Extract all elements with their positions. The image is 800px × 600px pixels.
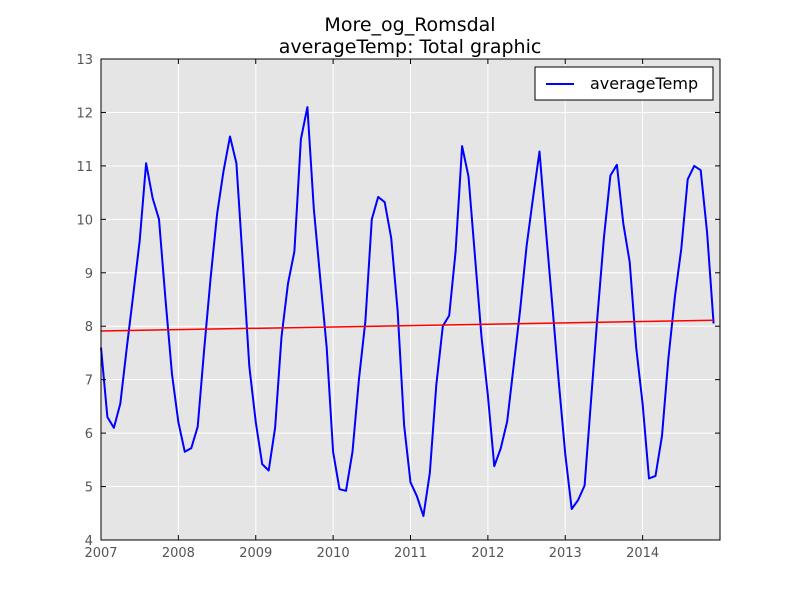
- y-ticks: 4 5 6 7 8 9 10 11 12 13: [76, 53, 93, 549]
- x-tick-label: 2011: [394, 546, 427, 561]
- y-tick-label: 6: [85, 427, 93, 442]
- axes: [100, 58, 721, 541]
- chart-subtitle: averageTemp: Total graphic: [279, 36, 542, 58]
- trend-line: [100, 319, 714, 332]
- y-tick-label: 8: [85, 320, 93, 335]
- legend-label-averagetemp: averageTemp: [590, 74, 698, 93]
- chart-title: More_og_Romsdal: [324, 14, 495, 36]
- x-tick-label: 2007: [84, 546, 117, 561]
- legend: averageTemp: [534, 66, 714, 101]
- y-tick-label: 12: [76, 106, 93, 121]
- series-layer: [100, 106, 715, 517]
- x-ticks: 2007 2008 2009 2010 2011 2012 2013 2014: [84, 546, 659, 561]
- y-tick-label: 4: [85, 534, 93, 549]
- x-tick-label: 2009: [239, 546, 272, 561]
- y-tick-label: 7: [85, 374, 93, 389]
- series-line-averagetemp: [100, 106, 715, 517]
- y-tick-label: 10: [76, 213, 93, 228]
- x-tick-label: 2014: [626, 546, 659, 561]
- y-tick-label: 11: [76, 160, 93, 175]
- x-tick-label: 2008: [162, 546, 195, 561]
- x-tick-label: 2013: [549, 546, 582, 561]
- x-tick-label: 2012: [471, 546, 504, 561]
- y-tick-label: 5: [85, 481, 93, 496]
- y-tick-label: 13: [76, 53, 93, 68]
- x-tick-label: 2010: [317, 546, 350, 561]
- y-tick-label: 9: [85, 267, 93, 282]
